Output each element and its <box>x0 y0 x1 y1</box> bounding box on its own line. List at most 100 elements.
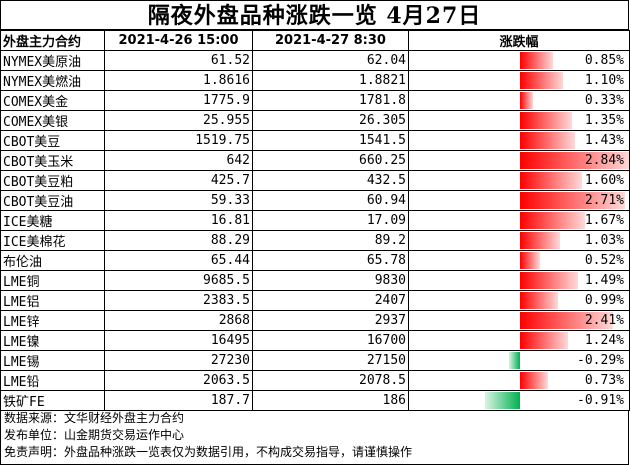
cell-contract-name[interactable]: 布伦油 <box>0 250 105 271</box>
cell-contract-name[interactable]: CBOT美玉米 <box>0 150 105 171</box>
change-data-bar <box>520 312 614 329</box>
table-row: LME铝 2383.5 2407 0.99% <box>0 290 630 311</box>
cell-prev-price[interactable]: 9685.5 <box>104 270 253 291</box>
price-table: 外盘主力合约 2021-4-26 15:00 2021-4-27 8:30 涨跌… <box>0 30 630 411</box>
cell-change[interactable]: -0.29% <box>408 350 630 371</box>
change-data-bar <box>520 92 533 109</box>
cell-contract-name[interactable]: COMEX美金 <box>0 90 105 111</box>
cell-prev-price[interactable]: 65.44 <box>104 250 253 271</box>
table-row: CBOT美豆 1519.75 1541.5 1.43% <box>0 130 630 151</box>
cell-change[interactable]: 1.24% <box>408 330 630 351</box>
change-data-bar <box>508 352 520 369</box>
cell-change[interactable]: 1.35% <box>408 110 630 131</box>
cell-contract-name[interactable]: LME镍 <box>0 330 105 351</box>
header-date-prev[interactable]: 2021-4-26 15:00 <box>104 30 253 51</box>
cell-prev-price[interactable]: 1.8616 <box>104 70 253 91</box>
cell-curr-price[interactable]: 1.8821 <box>252 70 409 91</box>
cell-prev-price[interactable]: 1519.75 <box>104 130 253 151</box>
cell-contract-name[interactable]: ICE美棉花 <box>0 230 105 251</box>
cell-prev-price[interactable]: 425.7 <box>104 170 253 191</box>
cell-curr-price[interactable]: 2078.5 <box>252 370 409 391</box>
cell-curr-price[interactable]: 2407 <box>252 290 409 311</box>
cell-prev-price[interactable]: 187.7 <box>104 390 253 411</box>
cell-change[interactable]: 0.52% <box>408 250 630 271</box>
cell-contract-name[interactable]: ICE美糖 <box>0 210 105 231</box>
cell-curr-price[interactable]: 65.78 <box>252 250 409 271</box>
cell-change[interactable]: 1.10% <box>408 70 630 91</box>
note-disclaimer: 免责声明：外盘品种涨跌一览表仅为数据引用，不构成交易指导，请谨慎操作 <box>4 445 413 459</box>
change-data-bar <box>520 292 559 309</box>
cell-prev-price[interactable]: 61.52 <box>104 50 253 71</box>
cell-contract-name[interactable]: 铁矿FE <box>0 390 105 411</box>
cell-prev-price[interactable]: 642 <box>104 150 253 171</box>
cell-change[interactable]: -0.91% <box>408 390 630 411</box>
header-contract[interactable]: 外盘主力合约 <box>0 30 105 51</box>
table-body: NYMEX美原油 61.52 62.04 0.85% NYMEX美燃油 1.8616 1.8… <box>0 50 630 411</box>
cell-curr-price[interactable]: 26.305 <box>252 110 409 131</box>
cell-curr-price[interactable]: 1541.5 <box>252 130 409 151</box>
cell-curr-price[interactable]: 9830 <box>252 270 409 291</box>
cell-contract-name[interactable]: LME铝 <box>0 290 105 311</box>
cell-contract-name[interactable]: LME锡 <box>0 350 105 371</box>
change-data-bar <box>520 212 585 229</box>
cell-change[interactable]: 1.43% <box>408 130 630 151</box>
table-row: NYMEX美燃油 1.8616 1.8821 1.10% <box>0 70 630 91</box>
cell-change[interactable]: 0.33% <box>408 90 630 111</box>
cell-curr-price[interactable]: 17.09 <box>252 210 409 231</box>
cell-curr-price[interactable]: 1781.8 <box>252 90 409 111</box>
cell-contract-name[interactable]: CBOT美豆粕 <box>0 170 105 191</box>
cell-curr-price[interactable]: 60.94 <box>252 190 409 211</box>
cell-change[interactable]: 1.60% <box>408 170 630 191</box>
cell-prev-price[interactable]: 1775.9 <box>104 90 253 111</box>
cell-change[interactable]: 0.73% <box>408 370 630 391</box>
cell-prev-price[interactable]: 2063.5 <box>104 370 253 391</box>
cell-prev-price[interactable]: 25.955 <box>104 110 253 131</box>
cell-change[interactable]: 1.49% <box>408 270 630 291</box>
cell-curr-price[interactable]: 27150 <box>252 350 409 371</box>
header-row: 外盘主力合约 2021-4-26 15:00 2021-4-27 8:30 涨跌… <box>0 30 630 51</box>
cell-change[interactable]: 2.84% <box>408 150 630 171</box>
cell-contract-name[interactable]: LME锌 <box>0 310 105 331</box>
cell-contract-name[interactable]: COMEX美银 <box>0 110 105 131</box>
cell-change[interactable]: 1.03% <box>408 230 630 251</box>
cell-change[interactable]: 0.99% <box>408 290 630 311</box>
cell-contract-name[interactable]: LME铅 <box>0 370 105 391</box>
cell-contract-name[interactable]: LME铜 <box>0 270 105 291</box>
change-value: 0.73% <box>584 373 624 388</box>
cell-prev-price[interactable]: 2868 <box>104 310 253 331</box>
cell-prev-price[interactable]: 27230 <box>104 350 253 371</box>
change-value: 0.99% <box>584 293 624 308</box>
cell-prev-price[interactable]: 16495 <box>104 330 253 351</box>
cell-change[interactable]: 2.41% <box>408 310 630 331</box>
cell-curr-price[interactable]: 660.25 <box>252 150 409 171</box>
cell-contract-name[interactable]: CBOT美豆油 <box>0 190 105 211</box>
change-data-bar <box>520 112 573 129</box>
change-data-bar <box>520 332 569 349</box>
change-data-bar <box>520 72 563 89</box>
change-data-bar <box>520 192 625 209</box>
cell-contract-name[interactable]: CBOT美豆 <box>0 130 105 151</box>
cell-prev-price[interactable]: 88.29 <box>104 230 253 251</box>
header-change[interactable]: 涨跌幅 <box>408 30 630 51</box>
cell-prev-price[interactable]: 16.81 <box>104 210 253 231</box>
cell-prev-price[interactable]: 2383.5 <box>104 290 253 311</box>
table-row: LME铅 2063.5 2078.5 0.73% <box>0 370 630 391</box>
cell-curr-price[interactable]: 62.04 <box>252 50 409 71</box>
cell-curr-price[interactable]: 16700 <box>252 330 409 351</box>
notes-block: 数据来源：文华财经外盘主力合约 发布单位：山金期货交易运作中心 免责声明：外盘品… <box>0 410 629 465</box>
change-data-bar <box>484 392 520 409</box>
cell-change[interactable]: 1.67% <box>408 210 630 231</box>
cell-change[interactable]: 0.85% <box>408 50 630 71</box>
table-row: CBOT美玉米 642 660.25 2.84% <box>0 150 630 171</box>
header-date-curr[interactable]: 2021-4-27 8:30 <box>252 30 409 51</box>
cell-contract-name[interactable]: NYMEX美燃油 <box>0 70 105 91</box>
change-data-bar <box>520 272 578 289</box>
cell-prev-price[interactable]: 59.33 <box>104 190 253 211</box>
cell-curr-price[interactable]: 432.5 <box>252 170 409 191</box>
cell-contract-name[interactable]: NYMEX美原油 <box>0 50 105 71</box>
cell-curr-price[interactable]: 186 <box>252 390 409 411</box>
table-row: CBOT美豆油 59.33 60.94 2.71% <box>0 190 630 211</box>
cell-change[interactable]: 2.71% <box>408 190 630 211</box>
cell-curr-price[interactable]: 89.2 <box>252 230 409 251</box>
cell-curr-price[interactable]: 2937 <box>252 310 409 331</box>
